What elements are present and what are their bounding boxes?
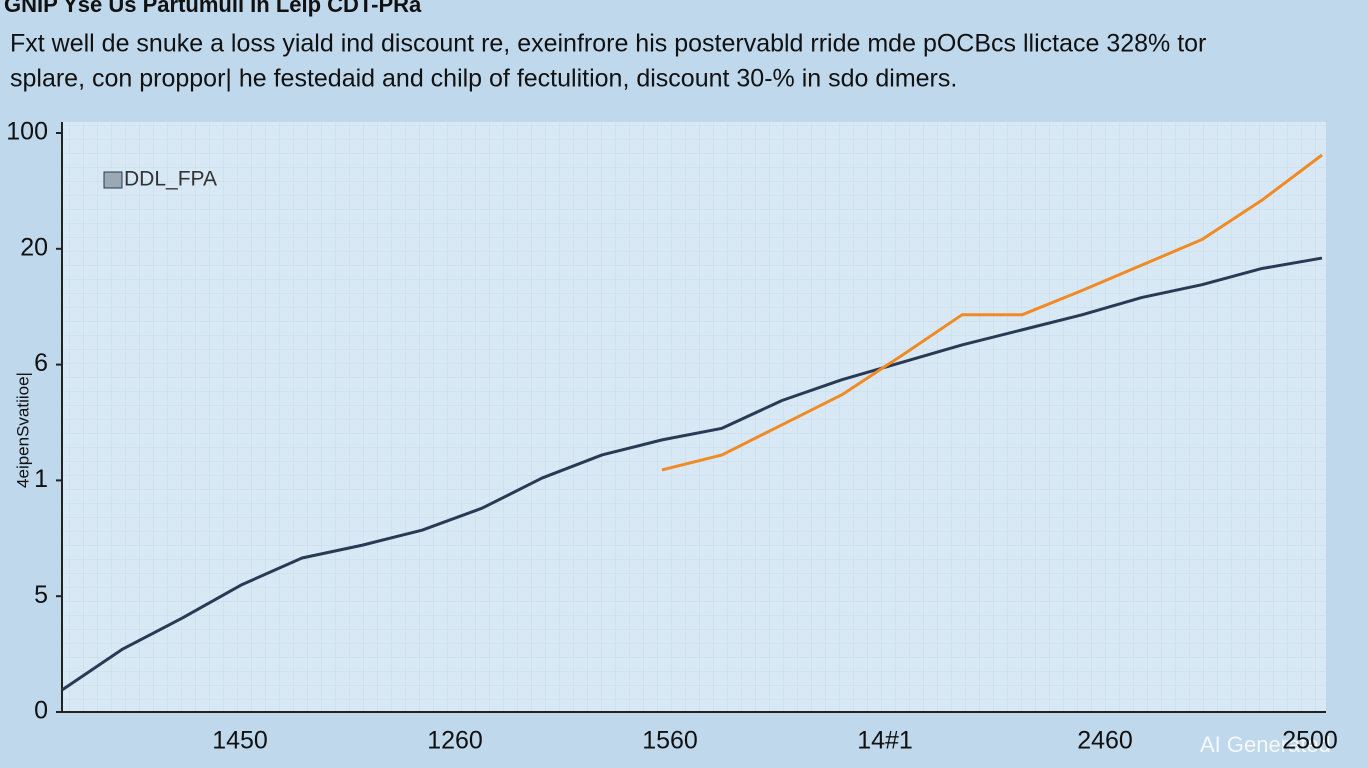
x-tick-label: 1560 xyxy=(642,727,698,755)
x-tick-label: 2460 xyxy=(1077,727,1133,755)
watermark: AI Generated xyxy=(1200,732,1331,757)
legend-swatch xyxy=(103,171,123,189)
x-tick-label: 1450 xyxy=(212,727,268,755)
grid xyxy=(62,122,1326,712)
y-tick-label: 1 xyxy=(34,465,48,493)
legend-label: DDL_FPA xyxy=(124,168,217,191)
subtitle: Fxt well de snuke a loss yiald ind disco… xyxy=(10,30,1206,58)
y-tick-label: 6 xyxy=(34,349,48,377)
x-tick-label: 14#1 xyxy=(857,727,913,755)
line-series xyxy=(61,256,1323,692)
y-tick-label: 5 xyxy=(34,581,48,609)
subtitle: splare, con proppor| he festedaid and ch… xyxy=(10,65,957,93)
x-tick-label: 2500 xyxy=(1282,727,1338,755)
chart-title: GNIP Yse Us Partumull In Lelp CDT-PRa xyxy=(4,0,422,17)
y-tick-label: 0 xyxy=(34,697,48,725)
y-axis-label: 4eipenSvatiioe| xyxy=(13,372,32,488)
line-series xyxy=(661,153,1323,472)
y-tick-label: 20 xyxy=(20,233,48,261)
x-tick-label: 1260 xyxy=(427,727,483,755)
y-tick-label: 100 xyxy=(6,118,48,146)
